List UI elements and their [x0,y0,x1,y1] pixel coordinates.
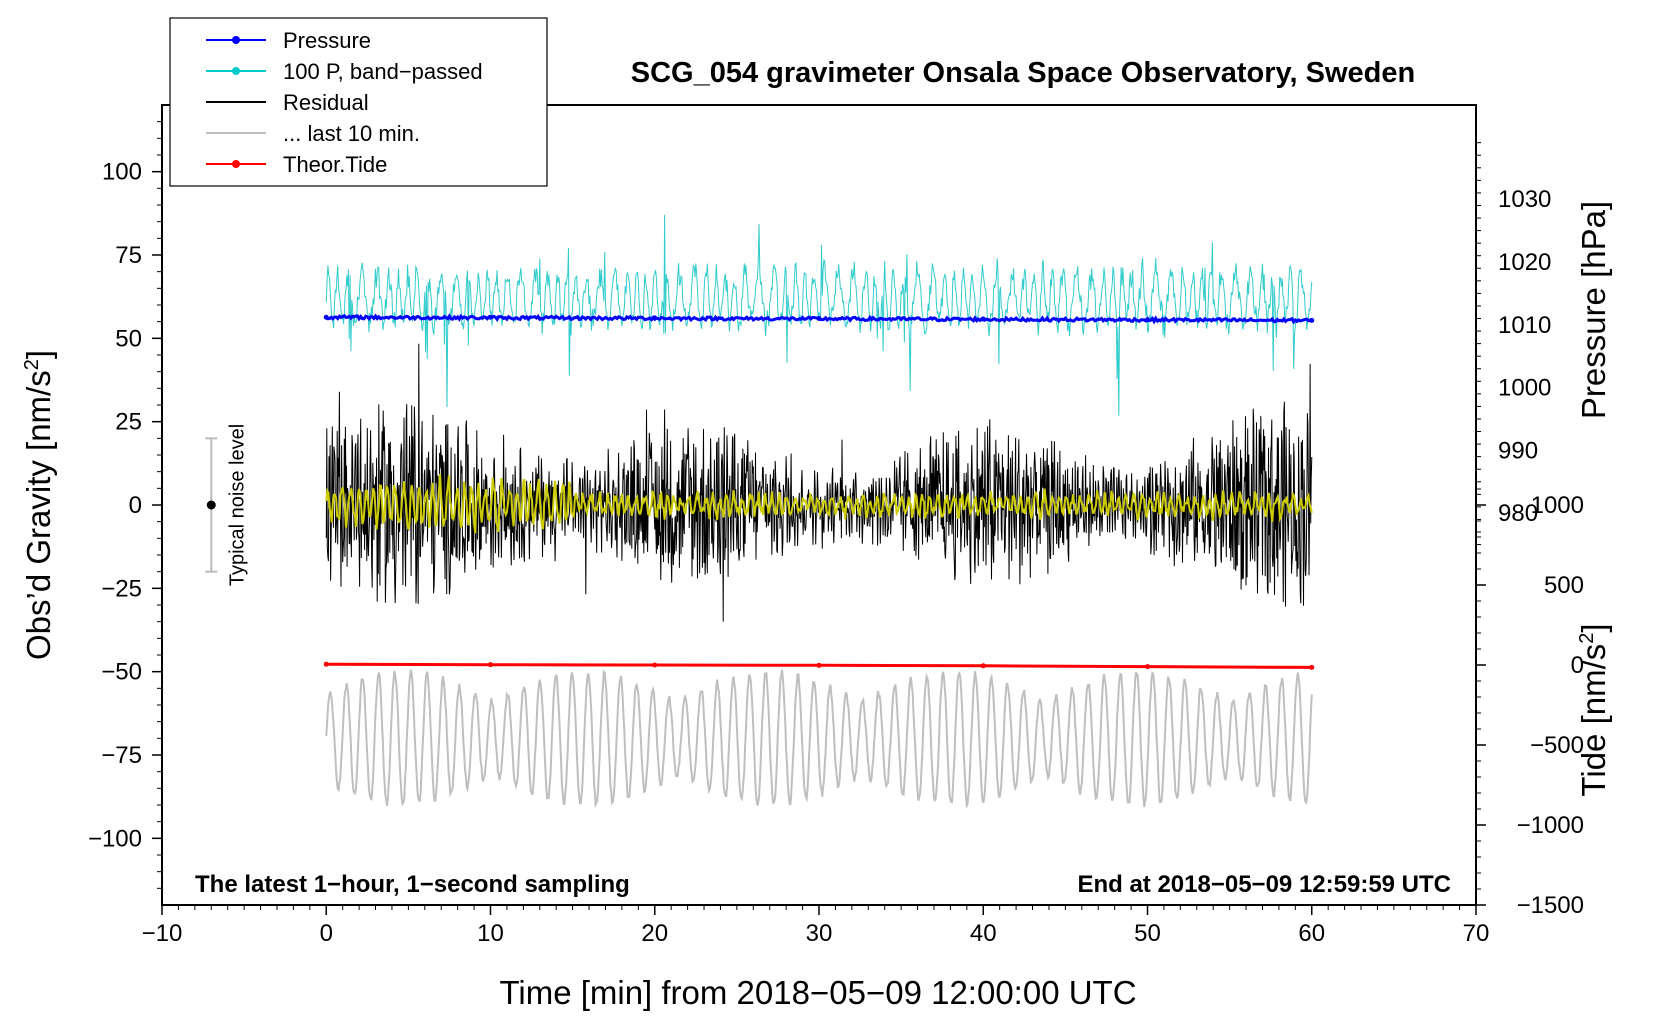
tide-point [816,662,822,668]
legend-marker [232,36,240,44]
tide-axis-title-text: Tide [nm/s [1575,644,1612,797]
chart-title: SCG_054 gravimeter Onsala Space Observat… [631,57,1415,89]
left-tick-label: −75 [101,742,142,769]
tide-axis-title-end: ] [1575,623,1612,632]
x-tick-label: 60 [1298,920,1325,947]
tide-axis-title: Tide [nm/s2] [1575,623,1612,796]
tide-tick-label: −1000 [1517,812,1584,839]
left-tick-label: −100 [88,825,142,852]
tide-point [323,661,329,667]
left-tick-label: −25 [101,575,142,602]
left-tick-label: −50 [101,659,142,686]
x-tick-label: −10 [142,920,183,947]
ticks-layer: −10 0 10 20 30 40 50 60 701007550250−25−50−75−10… [88,121,1584,947]
pressure-point [1309,317,1315,323]
left-axis-title-end: ] [20,350,57,359]
pressure-point [652,315,658,321]
pressure-point [323,314,329,320]
noise-bar-center [206,500,216,510]
x-tick-label: 70 [1463,920,1490,947]
left-tick-label: 100 [102,159,142,186]
pressure-tick-label: 990 [1498,437,1538,464]
legend-label: Theor.Tide [283,152,387,177]
series-residual-smoothed [325,473,1313,534]
tide-point [652,662,658,668]
pressure-tick-label: 1000 [1498,375,1551,402]
legend-marker [232,67,240,75]
note-right: End at 2018−05−09 12:59:59 UTC [1077,871,1451,898]
pressure-axis-title: Pressure [hPa] [1575,201,1612,419]
legend: Pressure 100 P, band−passed Residual ... la… [169,17,548,187]
left-axis-title-text: Obs’d Gravity [nm/s [20,370,57,660]
legend-label: 100 P, band−passed [283,59,483,84]
pressure-tick-label: 980 [1498,500,1538,527]
tide-tick-label: 500 [1544,572,1584,599]
tide-point [1145,664,1150,670]
pressure-point [488,314,493,320]
series-layer [323,214,1315,810]
pressure-tick-label: 1030 [1498,186,1551,213]
tide-point [980,663,986,669]
pressure-tick-label: 1020 [1498,249,1551,276]
noise-bar: Typical noise level [205,424,248,586]
tide-axis-title-sup: 2 [1576,633,1598,644]
pressure-point [816,316,822,322]
x-tick-label: 0 [320,920,333,947]
x-tick-label: 50 [1134,920,1161,947]
x-tick-label: 10 [477,920,504,947]
legend-marker [232,160,240,168]
left-tick-label: 75 [115,242,142,269]
tide-tick-label: −500 [1530,732,1584,759]
x-tick-label: 40 [970,920,997,947]
pressure-tick-label: 1010 [1498,312,1551,339]
left-axis-title-sup: 2 [21,359,43,370]
tide-tick-label: 1000 [1531,492,1584,519]
pressure-point [1145,317,1150,323]
legend-label: Pressure [283,28,371,53]
tide-point [1309,664,1315,670]
x-tick-label: 20 [641,920,668,947]
left-tick-label: 25 [115,409,142,436]
x-tick-label: 30 [806,920,833,947]
tide-tick-label: −1500 [1517,892,1584,919]
legend-label: Residual [283,90,369,115]
left-tick-label: 0 [129,492,142,519]
pressure-point [980,316,986,322]
note-left: The latest 1−hour, 1−second sampling [195,871,630,898]
left-axis-title: Obs’d Gravity [nm/s2] [20,350,57,660]
noise-bar-label: Typical noise level [226,424,248,586]
left-tick-label: 50 [115,325,142,352]
legend-label: ... last 10 min. [283,121,420,146]
tide-point [488,662,493,668]
x-axis-title: Time [min] from 2018−05−09 12:00:00 UTC [499,974,1136,1011]
series-last-10-min [325,669,1313,810]
series-band-passed-pressure [325,214,1313,416]
tide-tick-label: 0 [1571,652,1584,679]
